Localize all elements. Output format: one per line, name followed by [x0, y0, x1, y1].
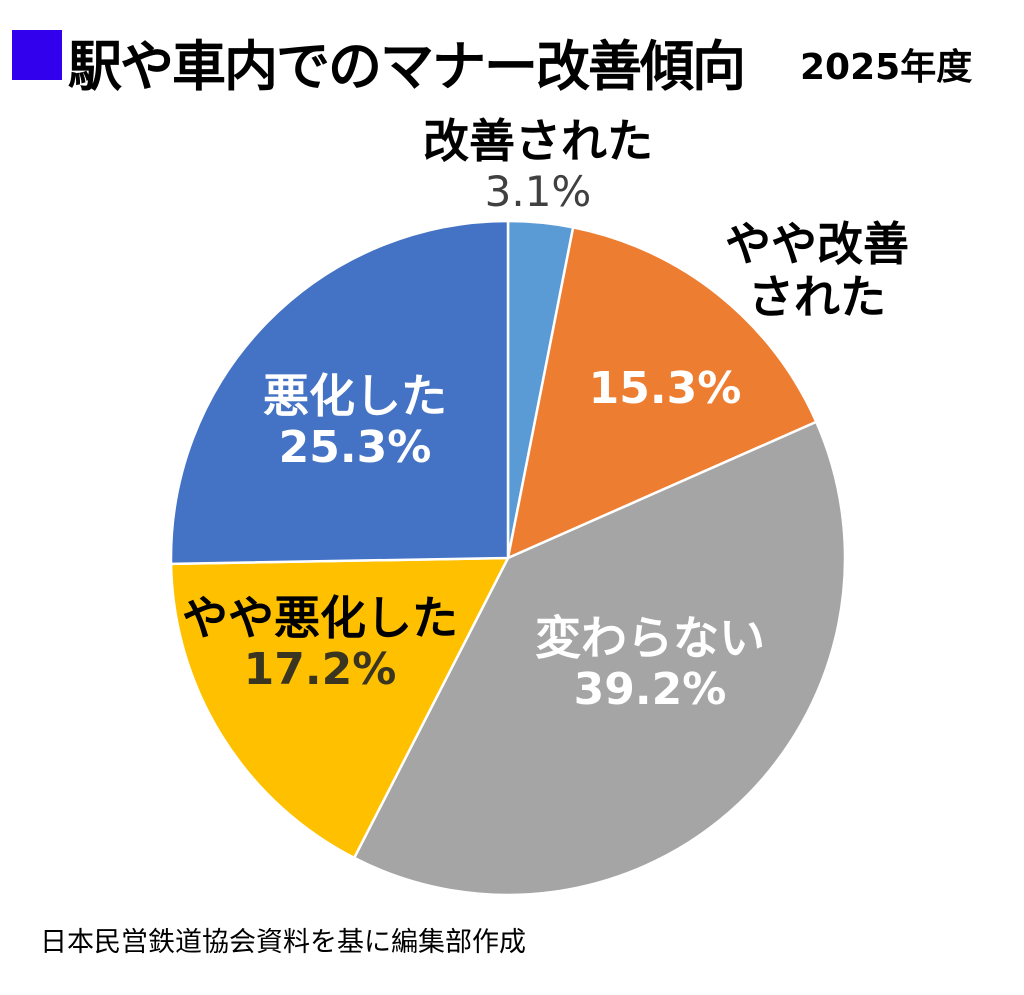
label-somewhat-improved-value: 15.3% — [560, 363, 770, 415]
label-worse-value: 25.3% — [278, 421, 432, 473]
label-somewhat-worse-value: 17.2% — [243, 643, 397, 695]
label-improved-value: 3.1% — [484, 166, 592, 216]
label-somewhat-improved-value-text: 15.3% — [588, 363, 742, 414]
label-worse: 悪化した 25.3% — [240, 370, 470, 473]
label-worse-name: 悪化した — [263, 369, 447, 423]
label-unchanged-value: 39.2% — [573, 663, 727, 715]
label-unchanged: 変わらない 39.2% — [515, 612, 785, 715]
label-unchanged-name: 変わらない — [535, 611, 765, 665]
chart-year: 2025年度 — [800, 47, 973, 88]
label-somewhat-improved-name-1: やや改善 — [725, 217, 909, 271]
slice-somewhat-worse — [169, 556, 511, 860]
label-somewhat-improved-name-2: された — [748, 269, 886, 324]
label-improved-name: 改善された — [423, 114, 653, 168]
slice-worse — [169, 219, 510, 566]
label-somewhat-worse-name: やや悪化した — [182, 591, 458, 645]
chart-title: 駅や車内でのマナー改善傾向 — [68, 35, 746, 98]
label-somewhat-worse: やや悪化した 17.2% — [170, 592, 470, 695]
slice-somewhat-improved — [506, 225, 818, 561]
source-note: 日本民営鉄道協会資料を基に編集部作成 — [40, 927, 526, 958]
label-somewhat-improved: やや改善 された — [712, 218, 922, 324]
title-square-marker — [12, 30, 62, 80]
label-improved: 改善された 3.1% — [408, 115, 668, 216]
slice-unchanged — [352, 420, 847, 897]
chart-title-row: 駅や車内でのマナー改善傾向 2025年度 — [0, 18, 1024, 98]
